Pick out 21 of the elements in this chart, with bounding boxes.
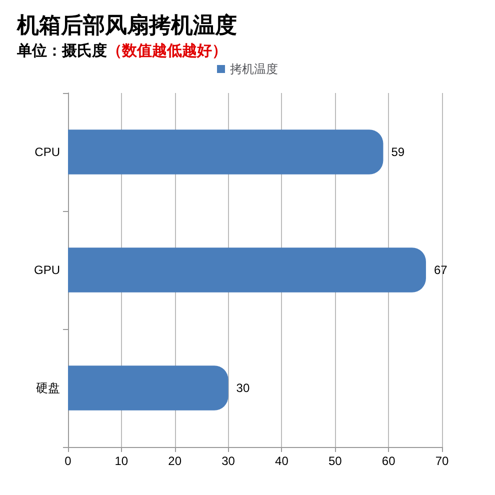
bar bbox=[68, 130, 384, 174]
x-tick-label: 60 bbox=[382, 454, 396, 468]
legend-label: 拷机温度 bbox=[230, 62, 278, 76]
x-tick-label: 20 bbox=[168, 454, 182, 468]
text: （数值越低越好） bbox=[107, 42, 227, 60]
x-tick-label: 0 bbox=[64, 454, 72, 468]
x-tick-label: 10 bbox=[114, 454, 128, 468]
x-tick-label: 70 bbox=[435, 454, 449, 468]
y-tick-label: GPU bbox=[34, 263, 60, 277]
data-label: 67 bbox=[434, 263, 448, 277]
bar bbox=[68, 248, 426, 292]
data-label: 59 bbox=[391, 145, 405, 159]
bar bbox=[68, 366, 228, 410]
chart-title: 机箱后部风扇拷机温度 bbox=[16, 12, 237, 38]
x-tick-label: 50 bbox=[328, 454, 342, 468]
chart-subtitle: 单位：摄氏度 bbox=[16, 42, 107, 60]
y-tick-label: CPU bbox=[34, 145, 60, 159]
data-label: 30 bbox=[236, 381, 250, 395]
x-tick-label: 40 bbox=[275, 454, 289, 468]
x-tick-label: 30 bbox=[222, 454, 236, 468]
y-tick-label: 硬盘 bbox=[36, 381, 60, 395]
